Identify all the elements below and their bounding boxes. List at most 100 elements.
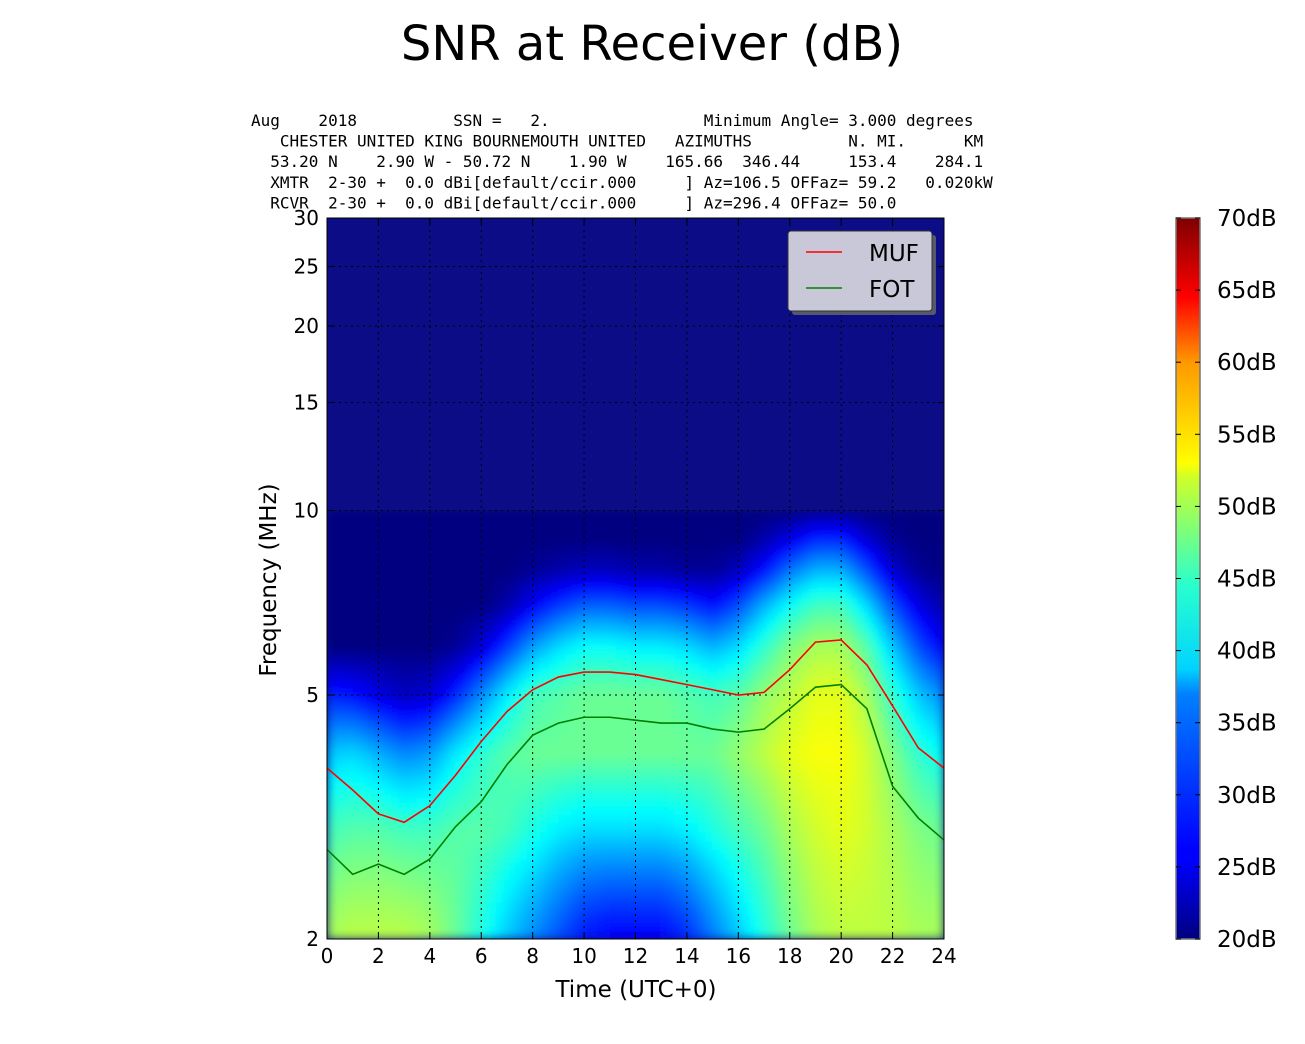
heatmap-cell [539,711,547,718]
heatmap-cell [359,646,367,652]
heatmap-cell [378,689,386,696]
heatmap-cell [551,590,559,595]
heatmap-cell [513,617,521,622]
heatmap-cell [603,510,611,514]
heatmap-cell [693,532,701,537]
heatmap-cell [455,717,463,724]
heatmap-cell [352,580,360,585]
heatmap-cell [577,813,585,823]
heatmap-cell [641,813,649,823]
heatmap-cell [674,831,682,841]
heatmap-cell [474,717,482,724]
heatmap-cell [719,544,727,549]
heatmap-cell [558,515,566,520]
heatmap-cell [641,541,649,546]
heatmap-cell [423,679,431,686]
heatmap-cell [384,782,392,791]
heatmap-cell [333,580,341,585]
heatmap-cell [596,569,604,574]
heatmap-cell [532,735,540,743]
heatmap-cell [551,711,559,718]
heatmap-cell [474,700,482,707]
heatmap-cell [719,563,727,568]
heatmap-cell [584,747,592,756]
heatmap-cell [468,679,476,686]
heatmap-cell [461,629,469,635]
heatmap-cell [429,729,437,736]
heatmap-cell [455,609,463,614]
heatmap-cell [584,515,592,520]
heatmap-cell [616,655,624,661]
heatmap-cell [564,761,572,769]
heatmap-cell [680,805,688,815]
heatmap-cell [378,674,386,681]
heatmap-cell [674,535,682,540]
heatmap-cell [519,754,527,762]
heatmap-cell [558,782,566,791]
heatmap-cell [590,684,598,691]
heatmap-cell [545,655,553,661]
heatmap-cell [654,590,662,595]
heatmap-cell [564,553,572,558]
heatmap-cell [577,532,585,537]
heatmap-cell [609,566,617,571]
heatmap-cell [327,797,335,807]
heatmap-cell [641,879,649,892]
heatmap-cell [680,650,688,657]
heatmap-cell [686,849,694,860]
heatmap-cell [352,711,360,718]
heatmap-cell [397,705,405,713]
heatmap-cell [333,583,341,588]
heatmap-cell [686,625,694,630]
heatmap-cell [384,822,392,832]
heatmap-cell [404,695,412,702]
heatmap-cell [416,544,425,549]
heatmap-cell [674,655,682,661]
heatmap-cell [442,573,450,578]
heatmap-cell [648,553,656,558]
heatmap-cell [410,601,418,607]
heatmap-cell [519,629,527,635]
heatmap-cell [532,646,540,652]
heatmap-cell [352,664,360,671]
heatmap-cell [539,518,547,522]
heatmap-cell [551,695,559,702]
heatmap-cell [404,633,412,639]
heatmap-cell [661,813,669,823]
heatmap-cell [629,768,637,776]
heatmap-cell [487,831,495,841]
heatmap-cell [461,560,469,564]
heatmap-cell [494,890,502,903]
heatmap-cell [622,621,630,626]
heatmap-cell [693,573,701,578]
heatmap-cell [333,544,341,549]
heatmap-cell [616,617,624,622]
heatmap-cell [474,597,482,603]
heatmap-cell [596,711,604,718]
heatmap-cell [365,569,373,574]
heatmap-cell [449,695,457,702]
heatmap-cell [339,617,347,622]
heatmap-cell [423,576,431,581]
heatmap-cell [577,890,585,903]
heatmap-cell [686,775,694,784]
heatmap-cell [667,553,675,558]
heatmap-cell [436,660,444,666]
heatmap-cell [391,805,399,815]
heatmap-cell [603,913,611,927]
heatmap-cell [359,518,367,522]
heatmap-cell [519,633,527,639]
heatmap-cell [455,541,463,546]
heatmap-cell [500,515,508,520]
heatmap-cell [474,761,482,769]
heatmap-cell [519,642,527,648]
heatmap-cell [455,529,463,534]
heatmap-cell [487,879,495,892]
heatmap-cell [641,831,649,841]
heatmap-cell [693,513,701,517]
heatmap-cell [436,646,444,652]
heatmap-cell [686,547,694,552]
heatmap-cell [384,625,392,630]
heatmap-cell [590,664,598,671]
heatmap-cell [468,625,476,630]
